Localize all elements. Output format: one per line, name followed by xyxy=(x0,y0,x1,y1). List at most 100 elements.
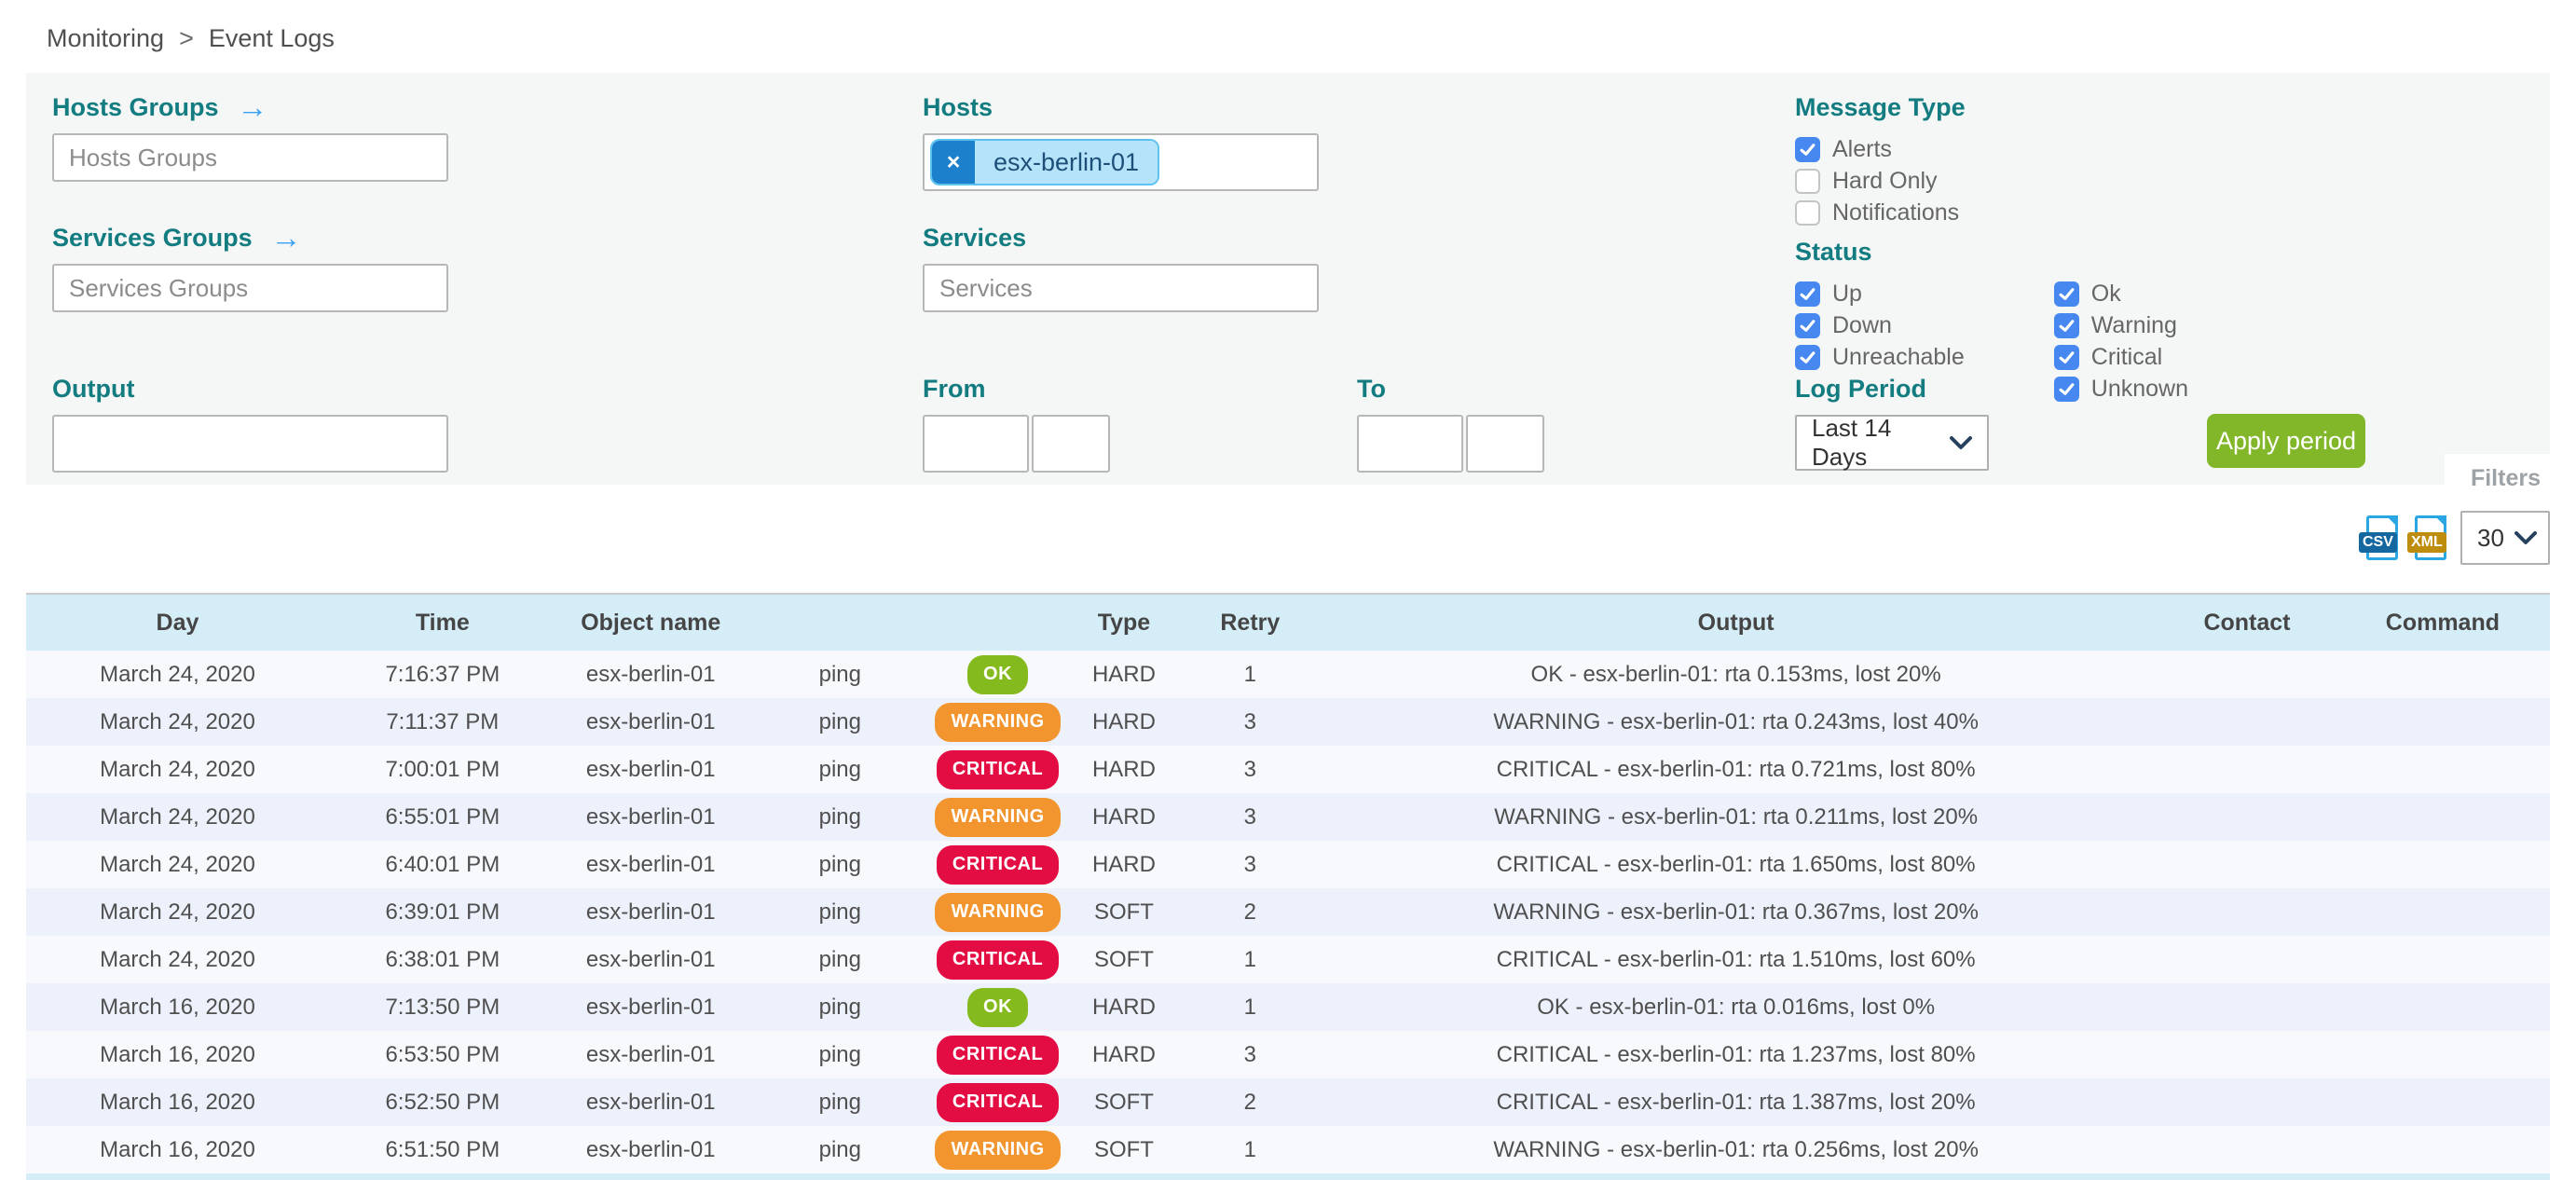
filter-panel: Hosts Groups → Services Groups → Output … xyxy=(26,73,2567,503)
cell-retry: 3 xyxy=(1243,756,1257,782)
hosts-input[interactable]: × esx-berlin-01 xyxy=(923,133,1319,191)
cell-command xyxy=(2336,983,2550,1031)
cell-command xyxy=(2336,793,2550,841)
column-header-output: Output xyxy=(1313,594,2159,651)
cell-retry: 1 xyxy=(1243,1136,1257,1162)
cell-output: CRITICAL - esx-berlin-01: rta 0.721ms, l… xyxy=(1496,756,1976,782)
column-header-status xyxy=(934,594,1062,651)
services-groups-arrow-icon[interactable]: → xyxy=(270,220,302,255)
status-checkbox-critical[interactable]: Critical xyxy=(2053,341,2188,373)
message-type-label: Message Type xyxy=(1795,93,1966,121)
cell-command xyxy=(2336,888,2550,936)
table-row: March 24, 2020 6:55:01 PM esx-berlin-01 pin… xyxy=(26,793,2550,841)
remove-chip-button[interactable]: × xyxy=(932,141,975,184)
checkbox-label: Warning xyxy=(2090,311,2177,338)
checkbox-indicator[interactable] xyxy=(1795,312,1820,338)
services-groups-input[interactable] xyxy=(52,264,448,312)
message-type-checkbox-hard-only[interactable]: Hard Only xyxy=(1795,165,2188,197)
checkbox-indicator[interactable] xyxy=(2053,312,2079,338)
cell-day: March 24, 2020 xyxy=(100,661,255,687)
cell-command xyxy=(2336,1031,2550,1078)
cell-type: SOFT xyxy=(1093,1136,1154,1162)
csv-badge: CSV xyxy=(2359,532,2397,553)
status-checkbox-warning[interactable]: Warning xyxy=(2053,309,2188,341)
checkbox-indicator[interactable] xyxy=(1795,344,1820,370)
checkbox-label: Alerts xyxy=(1832,135,1892,162)
cell-contact xyxy=(2158,793,2336,841)
cell-command xyxy=(2336,651,2550,698)
cell-day: March 24, 2020 xyxy=(100,851,255,877)
checkbox-indicator[interactable] xyxy=(2053,344,2079,370)
checkbox-label: Down xyxy=(1832,311,1892,338)
status-badge: WARNING xyxy=(935,892,1061,932)
cell-service: ping xyxy=(818,994,861,1020)
status-checkbox-unknown[interactable]: Unknown xyxy=(2053,373,2188,405)
table-row: March 24, 2020 6:38:01 PM esx-berlin-01 pin… xyxy=(26,936,2550,983)
cell-type: HARD xyxy=(1091,756,1156,782)
checkbox-indicator[interactable] xyxy=(2053,281,2079,307)
export-csv-icon[interactable]: CSV xyxy=(2359,515,2401,560)
checkbox-indicator[interactable] xyxy=(1795,281,1820,307)
cell-time: 6:40:01 PM xyxy=(385,851,500,877)
cell-contact xyxy=(2158,698,2336,746)
cell-time: 7:16:37 PM xyxy=(385,661,500,687)
cell-type: HARD xyxy=(1091,803,1156,830)
apply-period-button[interactable]: Apply period xyxy=(2207,414,2365,468)
status-badge: CRITICAL xyxy=(936,844,1060,885)
column-header-time: Time xyxy=(328,594,556,651)
to-time-input[interactable] xyxy=(1466,415,1544,473)
cell-type: HARD xyxy=(1091,851,1156,877)
status-checkbox-ok[interactable]: Ok xyxy=(2053,278,2188,309)
checkbox-indicator[interactable] xyxy=(2053,376,2079,402)
cell-type: HARD xyxy=(1091,661,1156,687)
export-xml-icon[interactable]: XML xyxy=(2407,515,2449,560)
breadcrumb-monitoring[interactable]: Monitoring xyxy=(47,24,165,52)
cell-object-name: esx-berlin-01 xyxy=(585,756,716,782)
checkbox-label: Up xyxy=(1832,280,1862,307)
hosts-groups-input[interactable] xyxy=(52,133,448,182)
hosts-groups-arrow-icon[interactable]: → xyxy=(237,89,268,125)
table-row: March 24, 2020 6:39:01 PM esx-berlin-01 pin… xyxy=(26,888,2550,936)
checkbox-indicator[interactable] xyxy=(1795,168,1820,194)
message-type-checkbox-notifications[interactable]: Notifications xyxy=(1795,197,2188,228)
status-checkbox-unreachable[interactable]: Unreachable xyxy=(1795,341,1965,373)
log-period-select[interactable]: Last 14 Days xyxy=(1795,414,1989,471)
status-checkbox-down[interactable]: Down xyxy=(1795,309,1965,341)
output-field: Output xyxy=(52,377,448,473)
checkbox-indicator[interactable] xyxy=(1795,199,1820,226)
cell-output: WARNING - esx-berlin-01: rta 0.256ms, lo… xyxy=(1493,1136,1979,1162)
filters-tab[interactable]: Filters xyxy=(2444,454,2567,503)
cell-output: CRITICAL - esx-berlin-01: rta 1.510ms, l… xyxy=(1496,946,1976,972)
services-input[interactable] xyxy=(923,264,1319,312)
services-label: Services xyxy=(923,224,1027,252)
cell-retry: 1 xyxy=(1243,994,1257,1020)
table-row: March 16, 2020 6:52:50 PM esx-berlin-01 pin… xyxy=(26,1078,2550,1126)
table-row: March 16, 2020 6:53:50 PM esx-berlin-01 pin… xyxy=(26,1031,2550,1078)
cell-contact xyxy=(2158,841,2336,888)
services-groups-label: Services Groups → xyxy=(52,220,302,255)
cell-service: ping xyxy=(818,756,861,782)
from-time-input[interactable] xyxy=(1032,415,1110,473)
from-date-input[interactable] xyxy=(923,415,1029,473)
status-checkbox-up[interactable]: Up xyxy=(1795,278,1965,309)
to-date-input[interactable] xyxy=(1357,415,1463,473)
cell-type: HARD xyxy=(1091,708,1156,734)
cell-status: CRITICAL xyxy=(935,1078,1061,1126)
message-type-checkbox-alerts[interactable]: Alerts xyxy=(1795,133,2188,165)
cell-day: March 24, 2020 xyxy=(100,803,255,830)
cell-day: March 24, 2020 xyxy=(100,708,255,734)
cell-time: 6:38:01 PM xyxy=(385,946,500,972)
cell-retry: 3 xyxy=(1243,803,1257,830)
cell-contact xyxy=(2158,936,2336,983)
breadcrumb: Monitoring > Event Logs xyxy=(47,24,335,53)
page-size-value: 30 xyxy=(2477,523,2504,552)
cell-contact xyxy=(2158,1126,2336,1173)
page-size-select[interactable]: 30 xyxy=(2460,511,2550,565)
column-header-contact: Contact xyxy=(2158,594,2336,651)
xml-badge: XML xyxy=(2407,532,2446,553)
column-header-command: Command xyxy=(2335,594,2550,651)
status-badge: CRITICAL xyxy=(936,1082,1060,1122)
cell-contact xyxy=(2158,983,2336,1031)
output-input[interactable] xyxy=(52,415,448,473)
checkbox-indicator[interactable] xyxy=(1795,136,1820,162)
